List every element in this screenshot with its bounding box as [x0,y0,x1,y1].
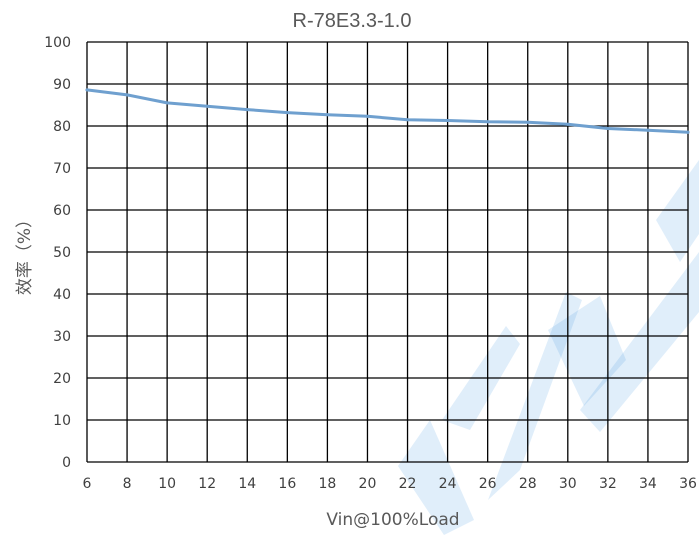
y-tick-label: 20 [53,371,71,387]
y-tick-label: 90 [53,77,71,93]
y-tick-label: 80 [53,119,71,135]
x-tick-label: 30 [559,476,577,492]
data-point [285,111,289,115]
data-point [686,130,690,134]
x-axis-label: Vin@100%Load [326,510,459,530]
y-tick-label: 60 [53,203,71,219]
series-layer [85,88,690,134]
data-point [446,119,450,123]
x-tick-label: 18 [318,476,336,492]
x-tick-label: 34 [639,476,657,492]
data-point [125,93,129,97]
y-tick-label: 100 [44,35,71,51]
x-tick-label: 12 [198,476,216,492]
data-point [606,127,610,131]
data-point [365,114,369,118]
y-axis-label: 效率（%） [15,211,35,295]
watermark-stroke-3 [488,292,582,500]
grid-layer [86,41,689,463]
x-tick-label: 16 [278,476,296,492]
y-tick-label: 70 [53,161,71,177]
y-tick-label: 30 [53,329,71,345]
x-tick-label: 26 [479,476,497,492]
watermark-stroke-5 [580,252,699,432]
data-point [646,128,650,132]
data-point [245,108,249,112]
y-tick-label: 10 [53,413,71,429]
x-tick-label: 22 [399,476,417,492]
x-tick-label: 8 [123,476,132,492]
x-tick-label: 6 [83,476,92,492]
x-tick-label: 20 [359,476,377,492]
x-tick-label: 32 [599,476,617,492]
data-point [325,113,329,117]
x-tick-label: 28 [519,476,537,492]
y-tick-label: 50 [53,245,71,261]
x-tick-label: 14 [238,476,256,492]
y-tick-label: 0 [62,455,71,471]
watermark-stroke-1 [398,420,474,535]
watermark-stroke-6 [656,160,699,262]
data-point [165,101,169,105]
x-tick-label: 24 [439,476,457,492]
tick-layer: 6 8 10 12 14 16 18 20 22 24 26 28 30 32 34 36 0 10 20 30 40 5… [44,35,697,492]
chart-title: R-78E3.3-1.0 [293,10,412,32]
data-point [486,120,490,124]
data-point [85,88,89,92]
data-point [566,122,570,126]
x-tick-label: 36 [679,476,697,492]
x-tick-label: 10 [158,476,176,492]
data-point [526,120,530,124]
data-point [205,104,209,108]
y-tick-label: 40 [53,287,71,303]
data-point [406,118,410,122]
efficiency-series-line [85,88,690,134]
